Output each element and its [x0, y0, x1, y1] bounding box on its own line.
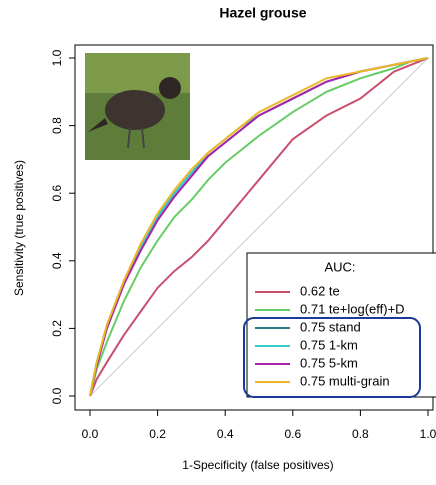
x-tick-label: 0.8 — [352, 427, 369, 441]
y-tick-label: 0.8 — [50, 117, 64, 134]
legend-label: 0.71 te+log(eff)+D — [300, 301, 405, 316]
y-tick-label: 0.4 — [50, 252, 64, 269]
highlight-box — [243, 317, 421, 398]
legend-box — [246, 252, 436, 398]
legend-label: 0.75 stand — [300, 319, 361, 334]
x-tick-label: 0.0 — [82, 427, 99, 441]
plot-frame — [74, 44, 434, 411]
roc-line — [89, 57, 429, 397]
x-axis-label: 1-Specificity (false positives) — [182, 458, 333, 472]
y-tick-label: 1.0 — [50, 49, 64, 66]
legend-label: 0.75 multi-grain — [300, 373, 390, 388]
roc-line — [89, 57, 429, 397]
legend-label: 0.62 te — [300, 283, 340, 298]
x-tick-label: 0.6 — [284, 427, 301, 441]
chart-title: Hazel grouse — [219, 5, 306, 21]
x-tick-label: 0.2 — [149, 427, 166, 441]
legend: AUC: 0.62 te 0.71 te+log(eff)+D 0.75 stand 0… — [246, 252, 436, 398]
x-tick-label: 1.0 — [420, 427, 436, 441]
legend-title: AUC: — [324, 259, 355, 274]
x-tick-label: 0.4 — [217, 427, 234, 441]
legend-label: 0.75 1-km — [300, 337, 358, 352]
roc-line — [89, 57, 429, 397]
y-tick-label: 0.2 — [50, 320, 64, 337]
y-axis-label: Sensitivity (true positives) — [12, 160, 26, 296]
y-tick-label: 0.6 — [50, 185, 64, 202]
bird-photo — [85, 53, 190, 160]
reference-diagonal — [89, 57, 429, 397]
legend-label: 0.75 5-km — [300, 355, 358, 370]
y-tick-label: 0.0 — [50, 387, 64, 404]
